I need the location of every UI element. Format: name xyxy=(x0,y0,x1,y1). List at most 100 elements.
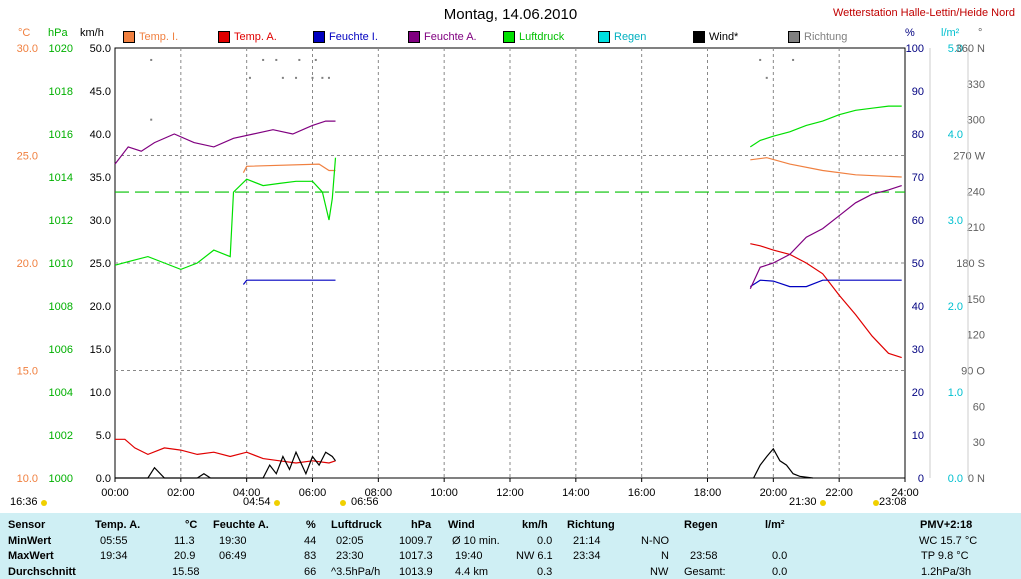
series-point-richtung xyxy=(321,76,324,79)
legend-swatch xyxy=(218,31,230,43)
direction-tick: 360 N xyxy=(956,43,985,55)
table-cell: Gesamt: xyxy=(684,566,726,578)
time-tick-label: 16:00 xyxy=(628,487,656,499)
legend-item: Temp. A. xyxy=(218,31,277,43)
table-cell: 0.3 xyxy=(537,566,553,578)
table-header: Regen xyxy=(684,519,718,531)
percent-unit: % xyxy=(905,27,915,39)
table-header: Feuchte A. xyxy=(213,519,269,531)
series-point-richtung xyxy=(262,58,265,61)
table-header: l/m² xyxy=(765,519,785,531)
direction-tick: 120 xyxy=(967,330,985,342)
series-point-richtung xyxy=(150,118,153,121)
series-line-tempa xyxy=(750,243,902,359)
table-cell: 1.2hPa/3h xyxy=(921,566,972,578)
time-tick-label: 08:00 xyxy=(365,487,393,499)
kmh-tick: 0.0 xyxy=(96,473,111,485)
series-line-luftdruck xyxy=(114,157,337,271)
hpa-tick: 1002 xyxy=(49,430,73,442)
celsius-tick: 15.0 xyxy=(17,366,38,378)
celsius-tick: 25.0 xyxy=(17,151,38,163)
legend-swatch xyxy=(503,31,515,43)
legend-item: Regen xyxy=(598,31,646,43)
time-tick-label: 06:00 xyxy=(299,487,327,499)
direction-tick: 300 xyxy=(967,115,985,127)
series-point-richtung xyxy=(248,76,251,79)
legend-item: Luftdruck xyxy=(503,31,564,43)
table-cell: 44 xyxy=(304,535,317,547)
series-line-wind xyxy=(115,450,336,479)
table-row-label: Durchschnitt xyxy=(8,566,76,578)
time-tick-label: 14:00 xyxy=(562,487,590,499)
series-point-richtung xyxy=(298,58,301,61)
sun-marker-dot xyxy=(820,500,826,506)
series-point-richtung xyxy=(275,58,278,61)
legend: Temp. I. Temp. A. Feuchte I. Feuchte A. … xyxy=(120,31,920,47)
legend-swatch xyxy=(408,31,420,43)
table-cell: 06:49 xyxy=(219,550,247,562)
direction-unit: ° xyxy=(978,27,982,39)
table-row-label: MaxWert xyxy=(8,550,54,562)
direction-tick: 270 W xyxy=(953,151,985,163)
table-header: Wind xyxy=(448,519,475,531)
table-cell: 15.58 xyxy=(172,566,200,578)
legend-item: Feuchte A. xyxy=(408,31,477,43)
series-line-wind xyxy=(753,447,813,479)
hpa-tick: 1018 xyxy=(49,86,73,98)
table-cell: ^3.5hPa/h xyxy=(331,566,381,578)
series-point-richtung xyxy=(792,58,795,61)
series-line-feuchtea xyxy=(114,120,336,165)
table-header: PMV+2:18 xyxy=(920,519,973,531)
sun-marker-time: 16:36 xyxy=(10,496,38,508)
time-tick-label: 18:00 xyxy=(694,487,722,499)
table-cell: 05:55 xyxy=(100,535,128,547)
table-cell: 0.0 xyxy=(537,535,553,547)
hpa-tick: 1004 xyxy=(49,387,73,399)
celsius-tick: 20.0 xyxy=(17,258,38,270)
kmh-tick: 35.0 xyxy=(90,172,111,184)
kmh-tick: 50.0 xyxy=(90,43,111,55)
table-cell: N-NO xyxy=(641,535,670,547)
table-cell: 83 xyxy=(304,550,317,562)
rain-unit: l/m² xyxy=(941,27,960,39)
time-tick-label: 04:00 xyxy=(233,487,261,499)
direction-tick: 330 xyxy=(967,79,985,91)
percent-tick: 60 xyxy=(912,215,924,227)
time-tick-label: 24:00 xyxy=(891,487,919,499)
sun-marker-time: 23:08 xyxy=(879,496,907,508)
time-tick-label: 20:00 xyxy=(760,487,788,499)
series-line-tempi xyxy=(750,157,902,178)
kmh-tick: 45.0 xyxy=(90,86,111,98)
celsius-tick: 30.0 xyxy=(17,43,38,55)
rain-tick: 0.0 xyxy=(948,473,963,485)
table-header: Sensor xyxy=(8,519,46,531)
rain-tick: 2.0 xyxy=(948,301,963,313)
table-header: °C xyxy=(185,519,198,531)
legend-item: Richtung xyxy=(788,31,847,43)
percent-tick: 100 xyxy=(906,43,924,55)
percent-tick: 50 xyxy=(912,258,924,270)
plot-frame xyxy=(114,47,906,479)
hpa-tick: 1014 xyxy=(49,172,73,184)
time-tick-label: 00:00 xyxy=(101,487,129,499)
table-cell: N xyxy=(661,550,669,562)
legend-swatch xyxy=(313,31,325,43)
rain-tick: 3.0 xyxy=(948,215,963,227)
hpa-tick: 1006 xyxy=(49,344,73,356)
summary-table: Sensor Temp. A. °C Feuchte A. % Luftdruc… xyxy=(0,513,1021,579)
series-line-feuchtei xyxy=(749,279,902,288)
table-cell: 23:34 xyxy=(573,550,601,562)
table-cell: 4.4 km xyxy=(455,566,489,578)
sun-marker-time: 21:30 xyxy=(789,496,817,508)
rain-tick: 5.0 xyxy=(948,43,963,55)
table-cell: 11.3 xyxy=(174,535,195,547)
percent-tick: 40 xyxy=(912,301,924,313)
table-cell: 23:58 xyxy=(690,550,718,562)
sun-marker-dot xyxy=(41,500,47,506)
table-cell: WC 15.7 °C xyxy=(919,535,978,547)
table-cell: 1013.9 xyxy=(399,566,433,578)
table-cell: 19:30 xyxy=(219,535,247,547)
hpa-tick: 1020 xyxy=(49,43,73,55)
series-point-richtung xyxy=(314,58,317,61)
direction-tick: 30 xyxy=(973,437,985,449)
